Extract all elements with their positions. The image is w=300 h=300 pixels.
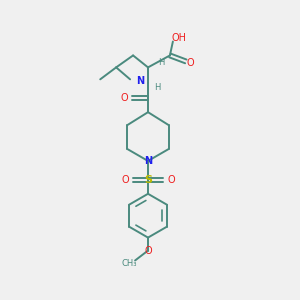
Text: H: H bbox=[158, 58, 164, 67]
Text: OH: OH bbox=[171, 32, 186, 43]
Text: N: N bbox=[136, 76, 144, 86]
Text: O: O bbox=[187, 58, 195, 68]
Text: O: O bbox=[121, 175, 129, 185]
Text: H: H bbox=[154, 83, 160, 92]
Text: O: O bbox=[120, 93, 128, 103]
Text: N: N bbox=[144, 156, 152, 166]
Text: O: O bbox=[144, 245, 152, 256]
Text: O: O bbox=[167, 175, 175, 185]
Text: CH₃: CH₃ bbox=[121, 259, 137, 268]
Text: S: S bbox=[144, 175, 152, 185]
